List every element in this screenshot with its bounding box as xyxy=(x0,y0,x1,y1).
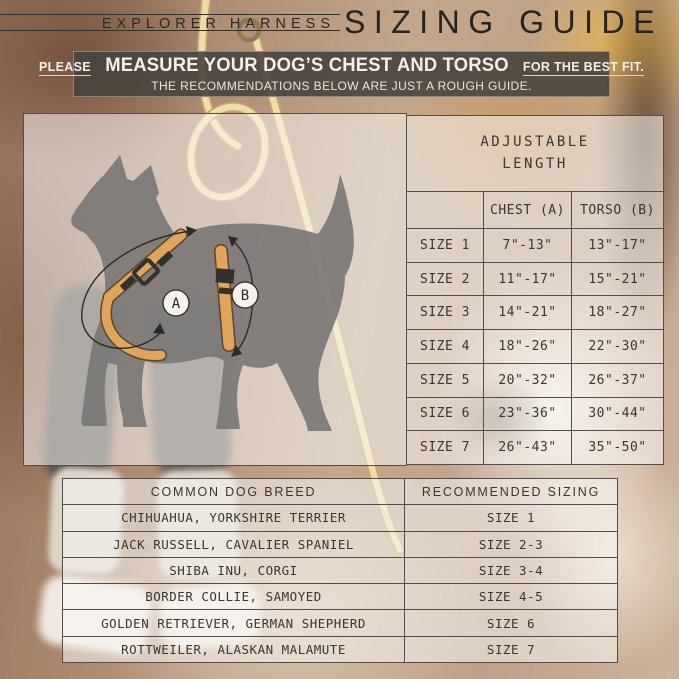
brand-rule-lines: EXPLORER HARNESS xyxy=(0,14,340,32)
breed-table: COMMON DOG BREED RECOMMENDED SIZING CHIH… xyxy=(62,478,618,663)
breed-cell: ROTTWEILER, ALASKAN MALAMUTE xyxy=(121,641,346,657)
torso-strap xyxy=(215,245,235,351)
banner-lead: PLEASE xyxy=(39,60,91,76)
torso-cell: 26"-37" xyxy=(571,363,663,397)
sizing-cell: SIZE 1 xyxy=(404,505,617,531)
banner-tail: FOR THE BEST FIT. xyxy=(522,60,644,76)
torso-cell: 15"-21" xyxy=(571,262,663,296)
size-table: ADJUSTABLE LENGTH CHEST (A) TORSO (B) SI… xyxy=(406,115,664,465)
size-cell: SIZE 5 xyxy=(420,372,470,388)
sizing-column-header: RECOMMENDED SIZING xyxy=(404,479,617,505)
instruction-banner: PLEASE MEASURE YOUR DOG’S CHEST AND TORS… xyxy=(39,51,644,97)
breed-cell: GOLDEN RETRIEVER, GERMAN SHEPHERD xyxy=(101,615,366,631)
arrowheads xyxy=(153,226,242,357)
chest-cell: 14"-21" xyxy=(483,296,571,330)
marker-a-label: A xyxy=(172,296,181,312)
dog-measurement-illustration-panel: A B xyxy=(23,113,407,466)
breed-cell: CHIHUAHUA, YORKSHIRE TERRIER xyxy=(121,510,346,526)
sizing-cell: SIZE 3-4 xyxy=(404,557,617,584)
chest-cell: 20"-32" xyxy=(483,363,571,397)
table-row: SIZE 4 18"-26" 22"-30" xyxy=(407,329,663,363)
marker-a-circle xyxy=(162,289,190,317)
chest-cell: 26"-43" xyxy=(483,431,571,465)
size-table-header-row: CHEST (A) TORSO (B) xyxy=(407,191,663,228)
size-table-title-row: ADJUSTABLE LENGTH xyxy=(407,116,663,191)
dog-harness-diagram: A B xyxy=(71,155,354,431)
breed-column-header: COMMON DOG BREED xyxy=(150,484,317,499)
sizing-cell: SIZE 4-5 xyxy=(404,584,617,610)
marker-b-circle xyxy=(231,281,259,309)
table-row: SIZE 2 11"-17" 15"-21" xyxy=(407,261,663,296)
size-cell: SIZE 2 xyxy=(420,271,470,287)
breed-cell: JACK RUSSELL, CAVALIER SPANIEL xyxy=(113,536,354,552)
dog-silhouette xyxy=(71,155,354,431)
banner-main-text: MEASURE YOUR DOG’S CHEST AND TORSO xyxy=(105,55,509,76)
banner-line-1: PLEASE MEASURE YOUR DOG’S CHEST AND TORS… xyxy=(39,55,644,77)
torso-cell: 18"-27" xyxy=(571,296,663,330)
torso-cell: 35"-50" xyxy=(571,431,663,465)
chest-column-header: CHEST (A) xyxy=(483,192,571,228)
breed-table-header-row: COMMON DOG BREED RECOMMENDED SIZING xyxy=(63,479,617,505)
strap-buckles xyxy=(119,250,235,295)
sizing-cell: SIZE 6 xyxy=(404,610,617,636)
sizing-cell: SIZE 7 xyxy=(404,636,617,662)
size-cell: SIZE 1 xyxy=(420,237,470,253)
table-row: CHIHUAHUA, YORKSHIRE TERRIER SIZE 1 xyxy=(63,504,617,531)
page-title: SIZING GUIDE xyxy=(344,4,663,40)
chest-cell: 23"-36" xyxy=(483,397,571,431)
size-cell: SIZE 4 xyxy=(420,339,470,355)
breed-cell: BORDER COLLIE, SAMOYED xyxy=(145,589,322,605)
size-table-title: ADJUSTABLE LENGTH xyxy=(480,133,590,172)
torso-cell: 30"-44" xyxy=(571,397,663,431)
banner-subtext: THE RECOMMENDATIONS BELOW ARE JUST A ROU… xyxy=(151,79,532,93)
table-row: JACK RUSSELL, CAVALIER SPANIEL SIZE 2-3 xyxy=(63,530,617,557)
chest-cell: 7"-13" xyxy=(483,229,571,262)
size-cell: SIZE 6 xyxy=(420,406,470,422)
marker-b-label: B xyxy=(241,288,249,304)
table-row: ROTTWEILER, ALASKAN MALAMUTE SIZE 7 xyxy=(63,635,617,662)
table-row: GOLDEN RETRIEVER, GERMAN SHEPHERD SIZE 6 xyxy=(63,609,617,636)
table-row: SIZE 6 23"-36" 30"-44" xyxy=(407,396,663,431)
table-row: SIZE 5 20"-32" 26"-37" xyxy=(407,362,663,397)
size-cell: SIZE 3 xyxy=(420,305,470,321)
empty-header-cell xyxy=(407,192,483,228)
size-cell: SIZE 7 xyxy=(420,440,470,456)
belly-strap xyxy=(101,292,166,360)
sizing-cell: SIZE 2-3 xyxy=(404,531,617,557)
table-row: SIZE 1 7"-13" 13"-17" xyxy=(407,228,663,262)
torso-cell: 22"-30" xyxy=(571,330,663,363)
table-row: SIZE 7 26"-43" 35"-50" xyxy=(407,430,663,465)
breed-cell: SHIBA INU, CORGI xyxy=(169,562,298,578)
torso-cell: 13"-17" xyxy=(571,229,663,262)
brand-name: EXPLORER HARNESS xyxy=(101,16,335,32)
table-row: SHIBA INU, CORGI SIZE 3-4 xyxy=(63,556,617,584)
chest-cell: 18"-26" xyxy=(483,330,571,363)
chest-cell: 11"-17" xyxy=(483,262,571,296)
torso-column-header: TORSO (B) xyxy=(571,192,663,228)
table-row: SIZE 3 14"-21" 18"-27" xyxy=(407,295,663,330)
table-row: BORDER COLLIE, SAMOYED SIZE 4-5 xyxy=(63,583,617,610)
